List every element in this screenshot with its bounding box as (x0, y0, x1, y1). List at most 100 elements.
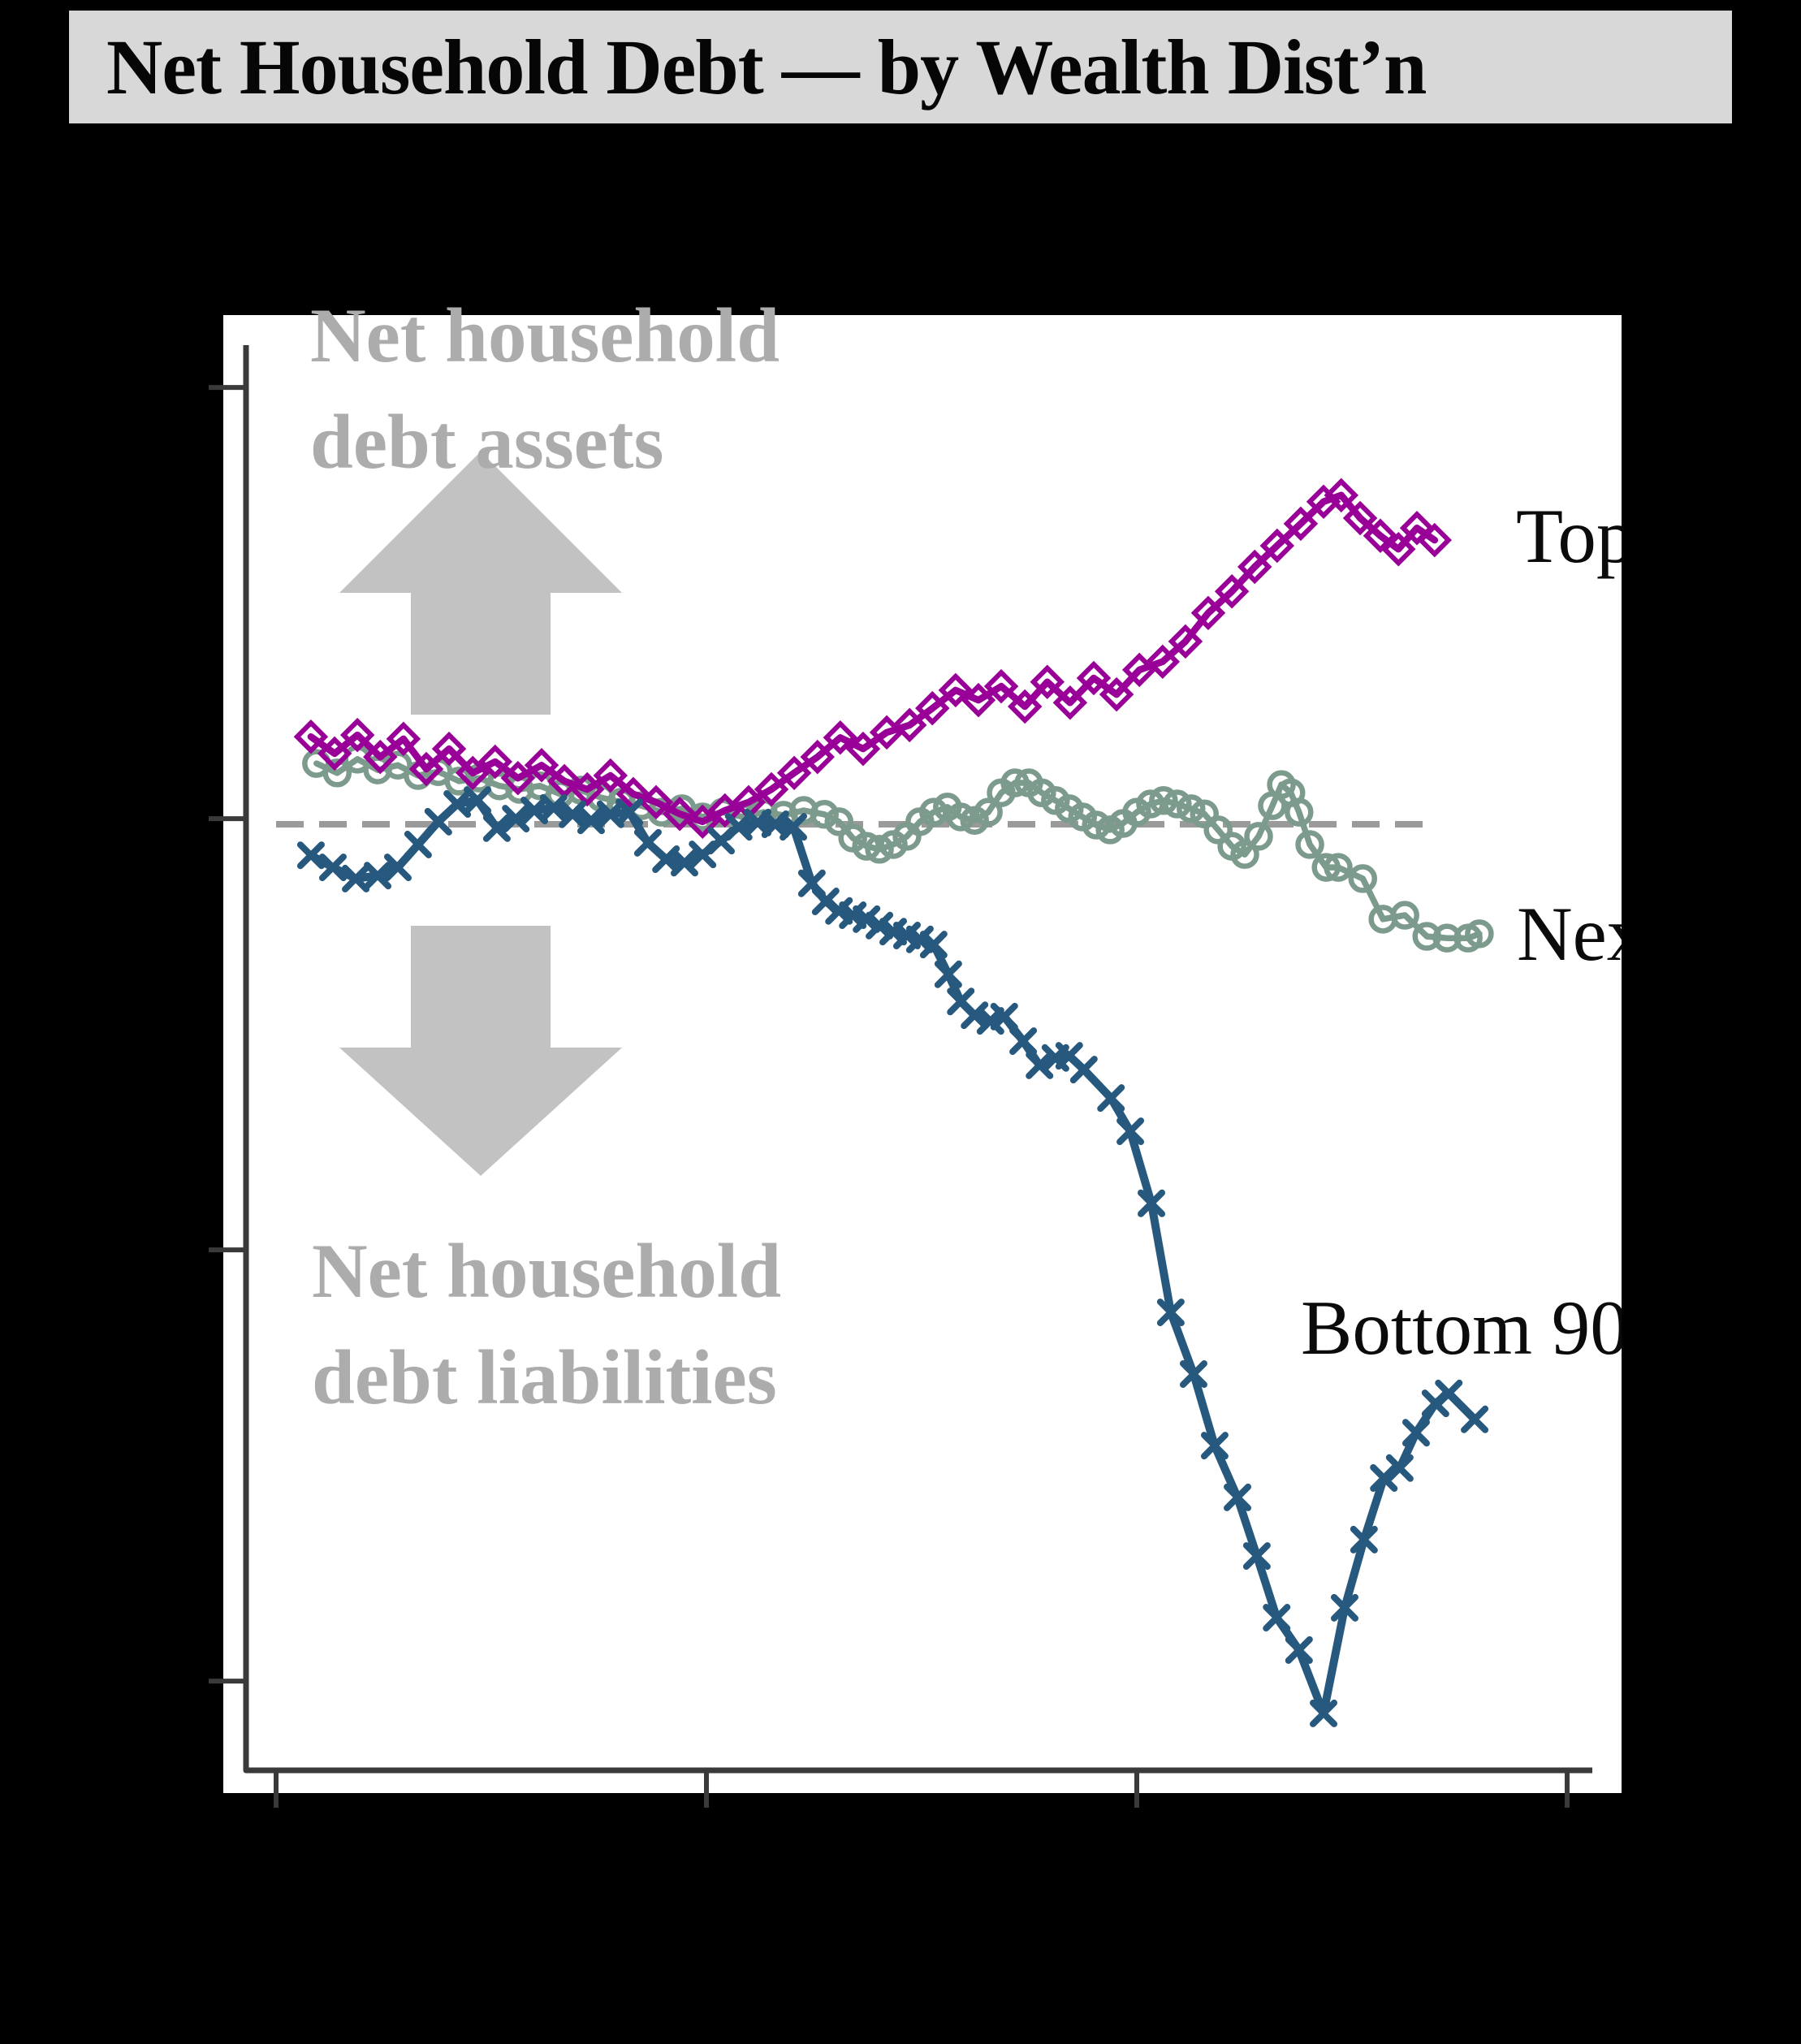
series-top (293, 478, 1453, 840)
x-marker-icon (1156, 1299, 1185, 1327)
x-marker-icon (1263, 1604, 1291, 1632)
x-marker-icon (1461, 1405, 1489, 1433)
x-marker-icon (1224, 1483, 1252, 1511)
direction-arrows (339, 452, 622, 1176)
x-marker-icon (1350, 1525, 1378, 1554)
page-title: Net Household Debt — by Wealth Dist’n (106, 24, 1427, 110)
diamond-marker-icon (1121, 652, 1157, 688)
x-marker-icon (1179, 1360, 1207, 1389)
diamond-marker-icon (1214, 574, 1250, 609)
circle-marker-icon (1149, 786, 1178, 815)
x-marker-icon (1310, 1699, 1338, 1727)
diamond-marker-icon (983, 668, 1019, 704)
diamond-marker-icon (1363, 518, 1398, 554)
diamond-marker-icon (892, 707, 927, 743)
circle-marker-icon (1412, 922, 1441, 951)
x-marker-icon (404, 830, 432, 858)
liabilities-annotation: Net household debt liabilities (312, 1228, 782, 1420)
circle-marker-icon (810, 800, 839, 829)
series-bottom-90- (296, 786, 1489, 1727)
diamond-marker-icon (1283, 506, 1319, 542)
down-arrow-icon (339, 926, 622, 1176)
x-marker-icon (853, 905, 881, 933)
diamond-marker-icon (569, 771, 605, 807)
diamond-marker-icon (293, 719, 329, 754)
diamond-marker-icon (707, 793, 743, 828)
diamond-marker-icon (938, 672, 974, 708)
circle-marker-icon (1285, 797, 1314, 827)
circle-marker-icon (1324, 853, 1353, 882)
x-marker-icon (689, 841, 717, 869)
x-marker-icon (318, 853, 347, 882)
diamond-marker-icon (363, 739, 398, 775)
assets-annotation: Net household debt assets (310, 292, 780, 485)
circle-marker-icon (1136, 789, 1165, 819)
x-marker-icon (990, 1002, 1018, 1031)
title-banner: Net Household Debt — by Wealth Dist’n (69, 11, 1732, 123)
circle-marker-icon (1203, 815, 1233, 845)
x-marker-icon (1370, 1464, 1398, 1492)
diamond-marker-icon (386, 721, 421, 757)
series-label-bottom: Bottom 90% (1301, 1285, 1622, 1371)
diamond-marker-icon (1417, 522, 1453, 558)
diamond-marker-icon (1306, 484, 1341, 520)
diamond-marker-icon (477, 744, 513, 780)
series-label-next: Nex (1517, 891, 1622, 977)
x-marker-icon (364, 862, 392, 890)
x-marker-icon (464, 786, 492, 815)
x-marker-icon (1069, 1056, 1098, 1084)
x-marker-icon (1116, 1117, 1145, 1146)
diamond-marker-icon (1237, 549, 1272, 585)
diamond-marker-icon (776, 755, 812, 791)
diamond-marker-icon (961, 682, 996, 718)
circle-marker-icon (322, 758, 352, 788)
diamond-marker-icon (1099, 676, 1134, 712)
x-marker-icon (1435, 1379, 1463, 1407)
circle-marker-icon (852, 832, 881, 861)
x-marker-icon (1385, 1454, 1414, 1482)
diamond-marker-icon (1030, 664, 1065, 700)
diamond-marker-icon (1145, 644, 1181, 680)
x-marker-icon (1097, 1084, 1125, 1113)
x-marker-icon (1401, 1419, 1430, 1447)
diamond-marker-icon (1168, 624, 1203, 659)
circle-marker-icon (1311, 853, 1341, 882)
circle-marker-icon (865, 835, 894, 864)
diamond-marker-icon (1380, 531, 1416, 567)
diamond-marker-icon (915, 690, 950, 726)
circle-marker-icon (1082, 810, 1111, 840)
circle-marker-icon (1000, 768, 1030, 797)
x-marker-icon (780, 813, 808, 841)
circle-marker-icon (1163, 789, 1192, 819)
diamond-marker-icon (1052, 685, 1088, 720)
x-marker-icon (1009, 1027, 1038, 1056)
circle-marker-icon (919, 797, 948, 827)
series-label-top: Top (1516, 493, 1622, 579)
diamond-marker-icon (431, 731, 467, 767)
plot-label-layer: Top Nex Bottom 90% (223, 315, 1622, 1793)
diamond-marker-icon (685, 804, 720, 840)
diamond-marker-icon (1324, 478, 1358, 513)
circle-marker-icon (1230, 840, 1259, 869)
x-marker-icon (296, 841, 325, 870)
circle-marker-icon (1465, 919, 1494, 949)
diamond-marker-icon (823, 720, 858, 755)
diamond-marker-icon (1190, 595, 1226, 631)
circle-marker-icon (1295, 830, 1324, 859)
diamond-marker-icon (1076, 660, 1112, 696)
x-marker-icon (919, 931, 948, 959)
up-arrow-icon (339, 452, 622, 715)
diamond-marker-icon (1259, 528, 1295, 564)
x-marker-icon (502, 805, 530, 833)
x-marker-icon (342, 864, 370, 892)
x-marker-icon (615, 798, 644, 827)
diamond-marker-icon (662, 797, 698, 832)
diamond-marker-icon (638, 784, 674, 820)
diamond-marker-icon (1342, 500, 1378, 536)
diamond-marker-icon (593, 758, 628, 793)
x-marker-icon (1026, 1051, 1054, 1079)
x-marker-icon (482, 814, 511, 842)
circle-marker-icon (946, 802, 975, 832)
